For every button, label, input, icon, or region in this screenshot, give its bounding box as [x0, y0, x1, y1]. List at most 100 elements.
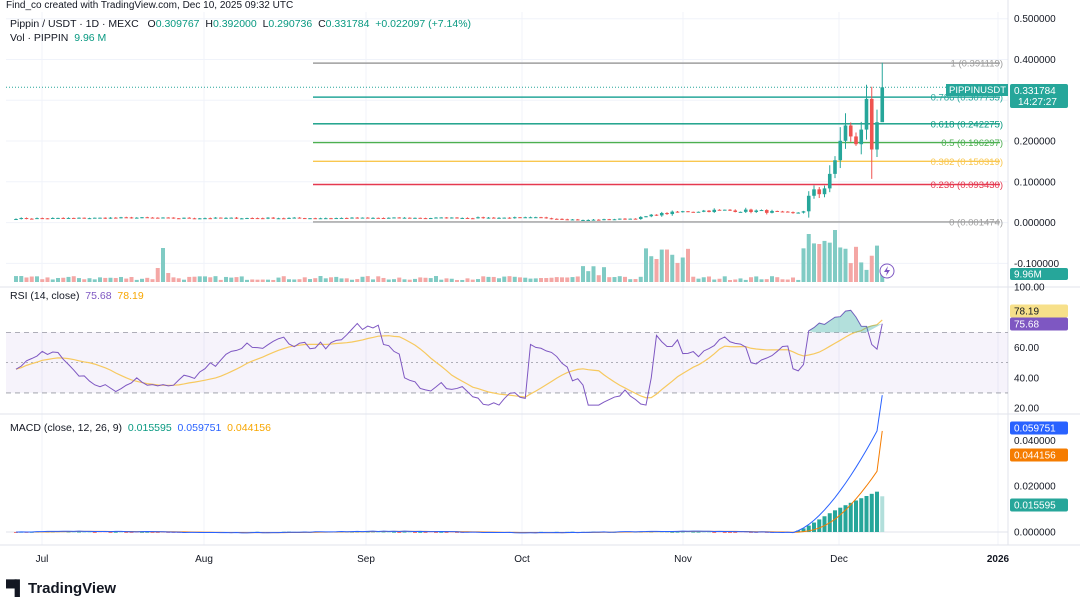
volume-bar — [759, 279, 764, 282]
macd-signal-value: 0.044156 — [227, 422, 271, 434]
price-axis-label: 0.000000 — [1014, 218, 1056, 229]
candle-body — [61, 217, 66, 219]
volume-bar — [722, 276, 727, 282]
candle-body — [323, 218, 328, 220]
macd-histogram-bar — [812, 522, 816, 532]
volume-bar — [544, 278, 549, 282]
candle-body — [586, 219, 591, 221]
price-axis-label: 0.100000 — [1014, 177, 1056, 188]
fibonacci-levels: 1 (0.391119) 0.786 (0.307735) 0.618 (0.242… — [6, 59, 1008, 228]
candle-body — [313, 218, 318, 220]
rsi-label[interactable]: RSI (14, close) — [10, 290, 80, 302]
time-axis-label: Dec — [830, 554, 848, 565]
volume-bar — [239, 276, 244, 282]
candle-body — [344, 217, 349, 219]
macd-histogram-bar — [722, 532, 727, 533]
macd-histogram-bar — [796, 530, 801, 532]
volume-label[interactable]: Vol · PIPPIN — [10, 32, 69, 44]
volume-bar — [512, 276, 517, 282]
candle-body — [712, 209, 717, 213]
volume-bar — [749, 277, 753, 282]
macd-label[interactable]: MACD (close, 12, 26, 9) — [10, 422, 123, 434]
macd-histogram-bar — [707, 531, 711, 533]
volume-bar — [271, 279, 276, 282]
price-axis-label: 0.400000 — [1014, 55, 1056, 66]
volume-bar — [670, 254, 675, 282]
volume-bar — [129, 276, 134, 282]
volume-bar — [827, 242, 832, 282]
symbol-title[interactable]: Pippin / USDT · 1D · MEXC — [10, 18, 139, 30]
macd-histogram-bar — [670, 531, 675, 533]
candle-body — [98, 217, 102, 219]
candle-body — [35, 218, 39, 220]
candle-body — [633, 218, 638, 220]
candle-body — [659, 213, 664, 216]
volume-bar — [434, 276, 438, 282]
volume-bar — [602, 267, 606, 282]
volume-bar — [444, 278, 449, 282]
volume-bar — [665, 249, 669, 282]
macd-histogram-bar — [743, 532, 748, 533]
macd-histogram-bar — [386, 531, 391, 533]
volume-bar — [686, 248, 690, 282]
macd-histogram-bar — [449, 532, 454, 533]
macd-histogram-bar — [665, 531, 669, 533]
volume-bar — [607, 277, 612, 282]
candle-body — [176, 218, 181, 220]
volume-bar — [108, 277, 113, 282]
candle-body — [29, 218, 34, 220]
volume-bar — [675, 262, 680, 282]
macd-histogram-bar — [140, 531, 144, 533]
candle-body — [738, 211, 743, 213]
candle-body — [218, 217, 223, 219]
volume-bar — [497, 278, 501, 282]
candle-body — [628, 218, 633, 220]
macd-histogram-bar — [749, 532, 753, 533]
volume-bar — [402, 279, 407, 282]
volume-bar — [791, 277, 795, 282]
volume-bar — [302, 277, 307, 282]
macd-histogram-bar — [77, 531, 81, 533]
candle-body — [686, 211, 690, 213]
candle-body — [423, 218, 428, 220]
candle-body — [827, 173, 832, 189]
macd-tag: 0.059751 — [1014, 424, 1056, 435]
volume-bar — [24, 277, 29, 282]
volume-bar — [523, 277, 528, 282]
volume-bar — [329, 277, 333, 282]
candle-body — [229, 217, 234, 219]
volume-bar — [344, 278, 349, 282]
volume-bar — [255, 279, 260, 282]
candle-body — [822, 188, 827, 195]
volume-bar — [87, 278, 92, 282]
volume-bar — [197, 276, 202, 282]
macd-legend: MACD (close, 12, 26, 9) 0.015595 0.05975… — [10, 422, 271, 434]
volume-bar — [812, 243, 816, 282]
volume-bar — [313, 278, 318, 282]
volume-bar — [376, 276, 381, 282]
volume-bar — [612, 277, 617, 282]
candle-body — [245, 218, 249, 220]
volume-bar — [171, 277, 176, 282]
volume-bar — [208, 277, 213, 282]
tradingview-logo[interactable]: ▀▌ TradingView — [6, 580, 116, 597]
volume-bar — [869, 255, 874, 282]
candle-body — [806, 195, 811, 212]
volume-bar — [570, 277, 575, 282]
volume-bar — [308, 279, 312, 282]
candle-body — [843, 125, 848, 141]
volume-bar — [843, 248, 848, 282]
candle-body — [308, 218, 312, 220]
volume-bar — [365, 276, 370, 282]
macd-axis-label: 0.020000 — [1014, 482, 1056, 493]
rsi-tag-bg — [1010, 317, 1068, 331]
candle-body — [838, 140, 843, 161]
time-axis: Jul Aug Sep Oct Nov Dec 2026 — [36, 554, 1010, 565]
candle-body — [502, 217, 507, 219]
macd-histogram-bar — [376, 531, 381, 533]
volume-bar — [628, 279, 633, 282]
candle-body — [103, 217, 108, 219]
macd-histogram-bar — [738, 532, 743, 533]
volume-bar — [707, 276, 711, 282]
